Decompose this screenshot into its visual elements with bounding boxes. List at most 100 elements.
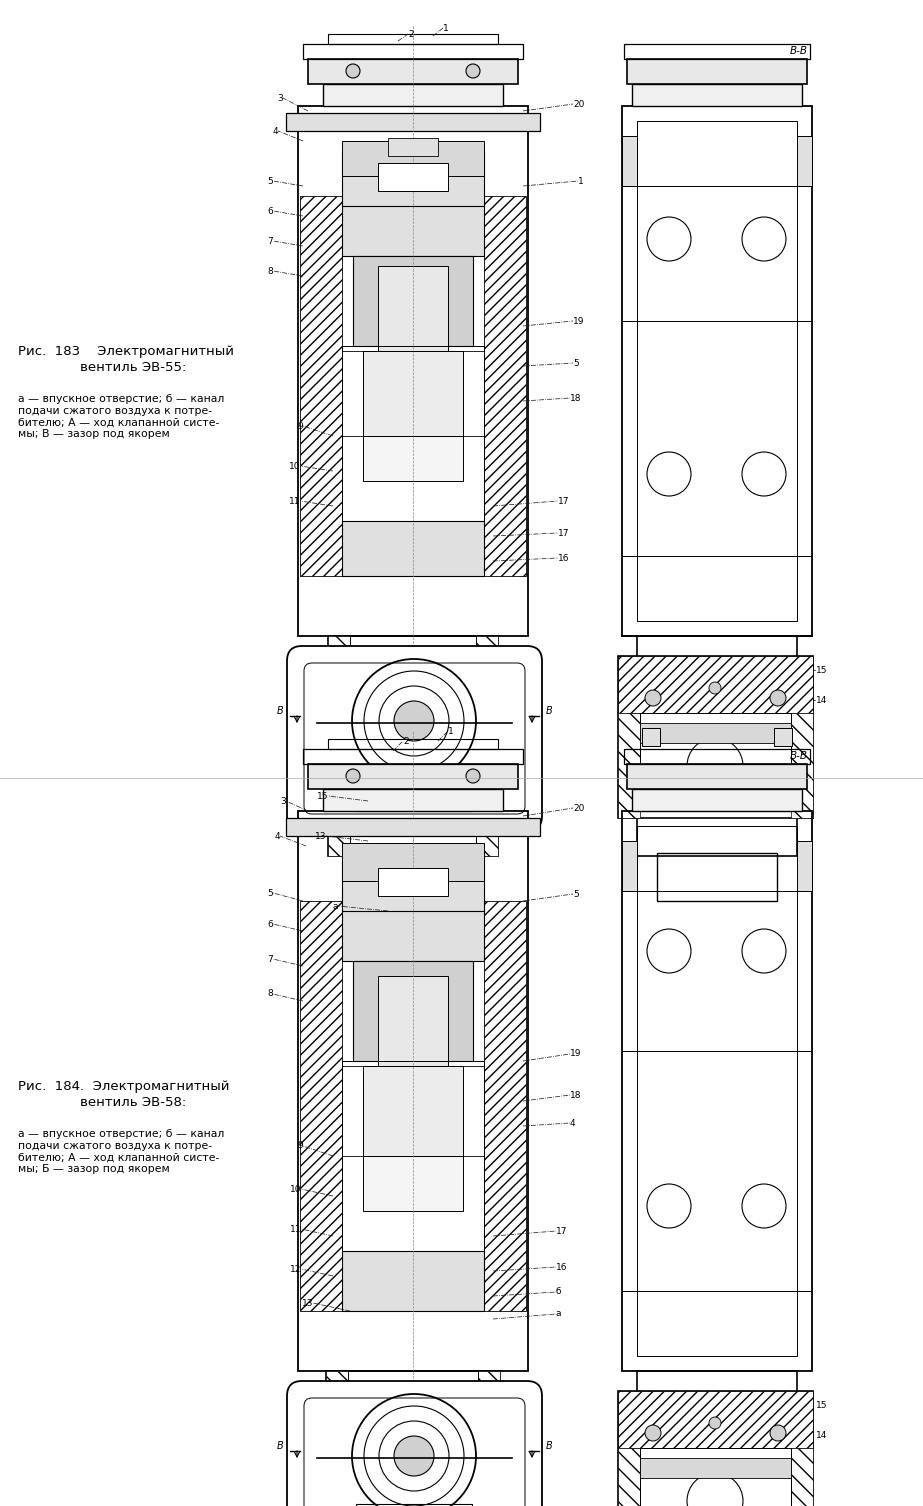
Bar	[797, 136, 812, 187]
Circle shape	[770, 690, 786, 706]
Bar	[378, 163, 448, 191]
Bar	[300, 901, 342, 1312]
Bar	[378, 867, 448, 896]
Text: 20: 20	[573, 804, 584, 813]
Bar	[353, 961, 473, 1062]
FancyBboxPatch shape	[287, 646, 542, 831]
Bar	[642, 727, 660, 745]
Text: 10: 10	[289, 461, 300, 470]
Circle shape	[346, 770, 360, 783]
Text: 10: 10	[290, 1185, 301, 1193]
Text: а: а	[556, 1310, 561, 1318]
Bar	[618, 657, 813, 712]
Bar	[618, 1447, 640, 1506]
Bar	[342, 196, 484, 256]
Text: 11: 11	[289, 497, 300, 506]
Bar	[622, 105, 812, 636]
Text: 18: 18	[570, 1090, 581, 1099]
Text: 7: 7	[268, 955, 273, 964]
Bar	[632, 789, 802, 812]
Bar	[353, 256, 473, 346]
Bar	[618, 1392, 813, 1506]
Bar	[308, 764, 518, 789]
Text: 1: 1	[443, 24, 449, 33]
Bar	[328, 636, 498, 855]
Bar	[328, 35, 498, 44]
Bar	[342, 1251, 484, 1312]
Circle shape	[394, 1437, 434, 1476]
Bar	[388, 928, 438, 946]
Bar	[342, 151, 484, 206]
Circle shape	[645, 1425, 661, 1441]
Bar	[637, 636, 797, 855]
Text: Рис.  183    Электромагнитный: Рис. 183 Электромагнитный	[18, 345, 234, 358]
Bar	[350, 745, 476, 801]
Bar	[328, 739, 498, 748]
Text: 12: 12	[290, 1265, 301, 1274]
Bar	[388, 139, 438, 157]
Bar	[484, 901, 526, 1312]
Text: В: В	[545, 706, 552, 715]
Bar	[618, 657, 813, 818]
Bar	[363, 361, 463, 480]
Bar	[298, 812, 528, 1370]
Bar	[791, 1447, 813, 1506]
Bar	[363, 797, 463, 836]
Bar	[478, 1370, 500, 1506]
Circle shape	[346, 63, 360, 78]
Circle shape	[645, 690, 661, 706]
Text: 4: 4	[274, 831, 280, 840]
Bar	[622, 840, 637, 892]
Bar	[326, 1370, 500, 1506]
Bar	[348, 1370, 478, 1506]
Text: 4: 4	[570, 1119, 576, 1128]
Bar	[637, 825, 797, 1355]
Text: 3: 3	[281, 797, 286, 806]
Text: 5: 5	[573, 358, 579, 367]
Circle shape	[394, 700, 434, 741]
Text: 8: 8	[268, 989, 273, 998]
Text: а: а	[332, 902, 338, 911]
Text: 14: 14	[816, 1431, 827, 1440]
Text: 5: 5	[268, 889, 273, 898]
Bar	[342, 1062, 484, 1251]
Bar	[342, 896, 484, 961]
Bar	[484, 196, 526, 575]
Bar	[323, 84, 503, 105]
Bar	[637, 1370, 797, 1506]
Text: 4: 4	[272, 127, 278, 136]
Bar	[363, 1081, 463, 1211]
Bar	[356, 770, 472, 812]
Bar	[378, 904, 448, 931]
Bar	[300, 196, 342, 575]
Text: 19: 19	[573, 316, 584, 325]
Text: 17: 17	[556, 1226, 568, 1235]
Bar	[627, 59, 807, 84]
Text: 2: 2	[403, 736, 409, 745]
Circle shape	[709, 1417, 721, 1429]
Bar	[624, 44, 810, 59]
Bar	[308, 59, 518, 84]
Bar	[640, 712, 791, 809]
Bar	[303, 44, 523, 59]
Circle shape	[426, 785, 446, 804]
Text: 20: 20	[573, 99, 584, 108]
Bar	[640, 1447, 791, 1506]
Bar	[622, 812, 812, 1370]
Text: В-В: В-В	[790, 47, 808, 56]
Text: 11: 11	[290, 1224, 301, 1233]
Text: 13: 13	[315, 831, 326, 840]
Bar	[286, 113, 540, 131]
Text: Рис.  184.  Электромагнитный: Рис. 184. Электромагнитный	[18, 1080, 230, 1093]
Bar	[303, 748, 523, 764]
Bar	[476, 636, 498, 855]
Bar	[342, 142, 484, 176]
Text: 2: 2	[408, 30, 414, 39]
Circle shape	[466, 770, 480, 783]
Bar	[323, 789, 503, 812]
Bar	[797, 840, 812, 892]
Bar	[791, 712, 813, 818]
Text: а — впускное отверстие; б — канал
подачи сжатого воздуха к потре-
бителю; А — хо: а — впускное отверстие; б — канал подачи…	[18, 1130, 224, 1173]
Bar	[624, 748, 810, 764]
Bar	[363, 351, 463, 437]
